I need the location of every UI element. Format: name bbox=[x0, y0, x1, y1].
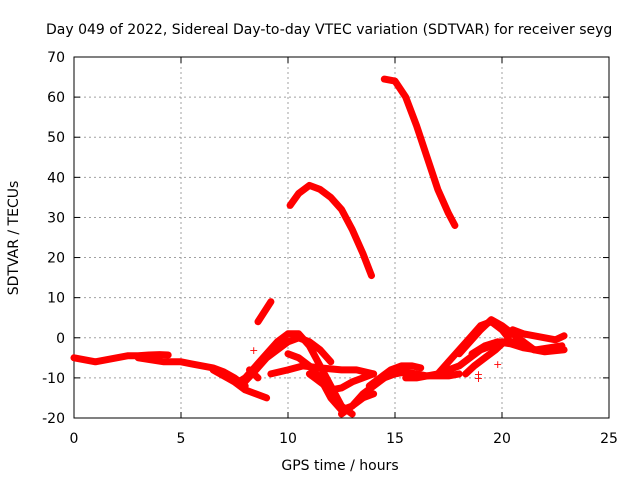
y-tick-label: -10 bbox=[42, 371, 65, 387]
series-arc-14 bbox=[462, 338, 508, 378]
data-point-marker: + bbox=[474, 372, 483, 385]
data-point-marker: + bbox=[249, 344, 258, 357]
y-tick-label: 30 bbox=[47, 210, 65, 226]
plot-frame bbox=[73, 56, 610, 419]
series-arc-18 bbox=[286, 181, 375, 280]
y-tick-label: -20 bbox=[42, 411, 65, 427]
series-arc-17 bbox=[509, 338, 568, 356]
series-arc-6 bbox=[267, 362, 378, 378]
data-point-marker: + bbox=[474, 368, 483, 381]
series-arc-20 bbox=[254, 298, 275, 326]
y-tick-label: 10 bbox=[47, 291, 65, 307]
y-tick-label: 0 bbox=[56, 331, 65, 347]
x-tick-label: 10 bbox=[279, 431, 297, 447]
data-series: +++++ bbox=[70, 75, 568, 418]
y-tick-label: 40 bbox=[47, 170, 65, 186]
data-point-marker: + bbox=[493, 358, 502, 371]
series-arc-13 bbox=[455, 316, 538, 358]
series-arc-16 bbox=[509, 326, 568, 344]
grid-lines bbox=[74, 57, 609, 418]
x-tick-label: 0 bbox=[70, 431, 79, 447]
y-axis-label: SDTVAR / TECUs bbox=[6, 181, 22, 296]
y-tick-label: 70 bbox=[47, 50, 65, 66]
x-tick-label: 20 bbox=[493, 431, 511, 447]
axis-ticks: 0 5 10 15 20 25 -20 -10 0 10 20 30 40 50 60 70 bbox=[42, 50, 618, 447]
x-axis-label: GPS time / hours bbox=[281, 458, 398, 474]
series-arc-5 bbox=[237, 334, 335, 390]
x-tick-label: 15 bbox=[386, 431, 404, 447]
series-arc-1 bbox=[70, 351, 172, 366]
x-tick-label: 5 bbox=[177, 431, 186, 447]
y-tick-label: 20 bbox=[47, 251, 65, 267]
data-point-marker: + bbox=[521, 338, 530, 351]
series-arc-10 bbox=[365, 362, 425, 390]
chart-title: Day 049 of 2022, Sidereal Day-to-day VTE… bbox=[46, 22, 612, 38]
y-tick-label: 60 bbox=[47, 90, 65, 106]
x-tick-label: 25 bbox=[600, 431, 618, 447]
y-tick-label: 50 bbox=[47, 130, 65, 146]
series-arc-21 bbox=[246, 366, 262, 382]
series-arc-19 bbox=[380, 75, 459, 229]
series-arc-8 bbox=[305, 370, 378, 394]
